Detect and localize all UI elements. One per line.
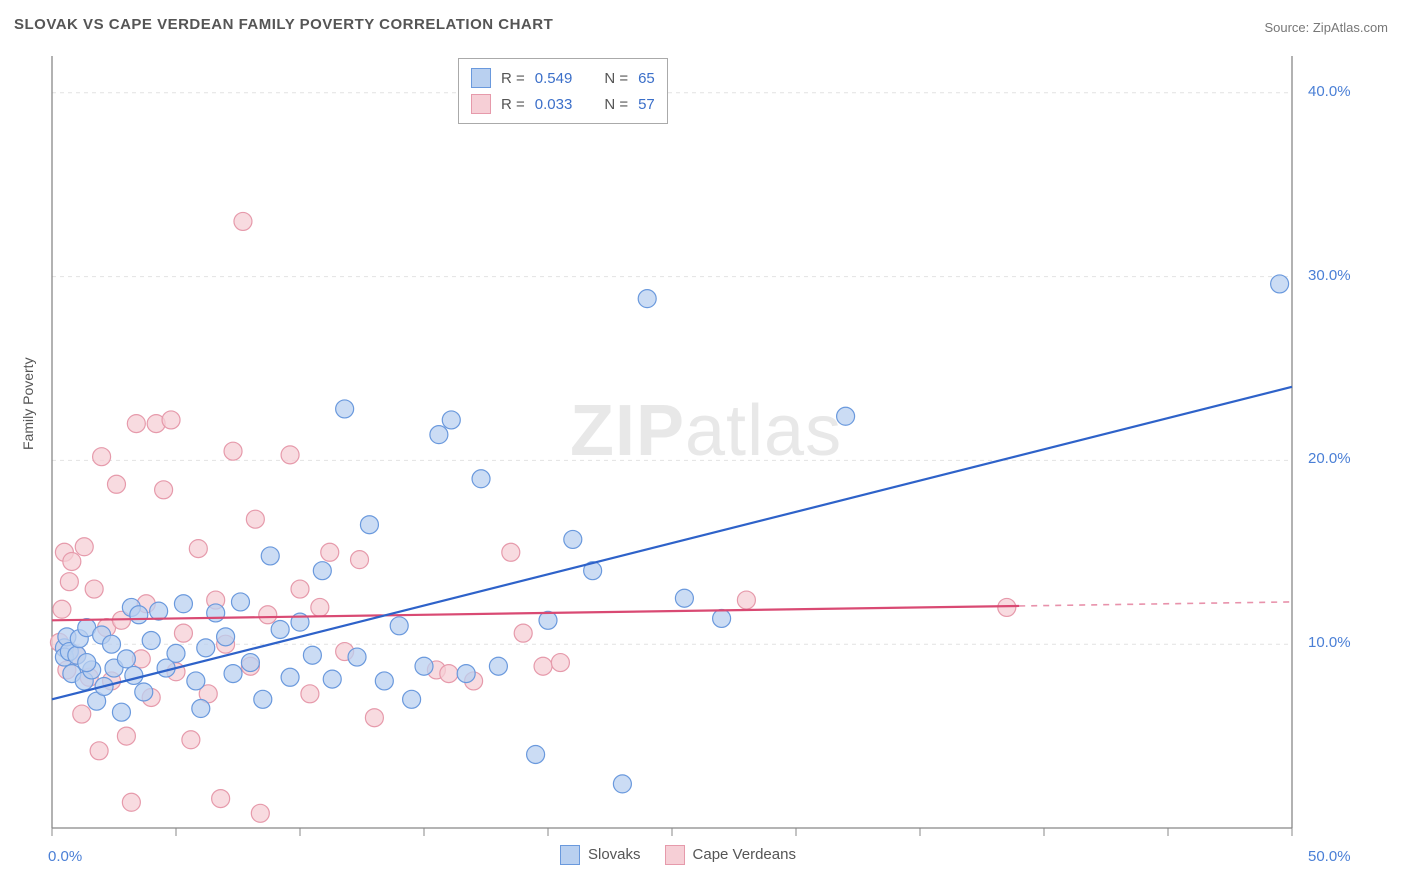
y-tick-label: 10.0% <box>1308 634 1351 651</box>
legend-swatch-series2 <box>471 94 491 114</box>
x-tick-label: 50.0% <box>1308 848 1351 865</box>
series-legend: Slovaks Cape Verdeans <box>560 845 796 865</box>
legend-swatch-series1 <box>471 68 491 88</box>
x-tick-label: 0.0% <box>48 848 82 865</box>
correlation-legend: R = 0.549 N = 65 R = 0.033 N = 57 <box>458 58 668 124</box>
y-tick-label: 30.0% <box>1308 267 1351 284</box>
legend-item-cape-verdeans: Cape Verdeans <box>665 845 796 865</box>
legend-item-slovaks: Slovaks <box>560 845 641 865</box>
y-tick-label: 20.0% <box>1308 450 1351 467</box>
scatter-chart <box>0 0 1406 892</box>
y-tick-label: 40.0% <box>1308 83 1351 100</box>
